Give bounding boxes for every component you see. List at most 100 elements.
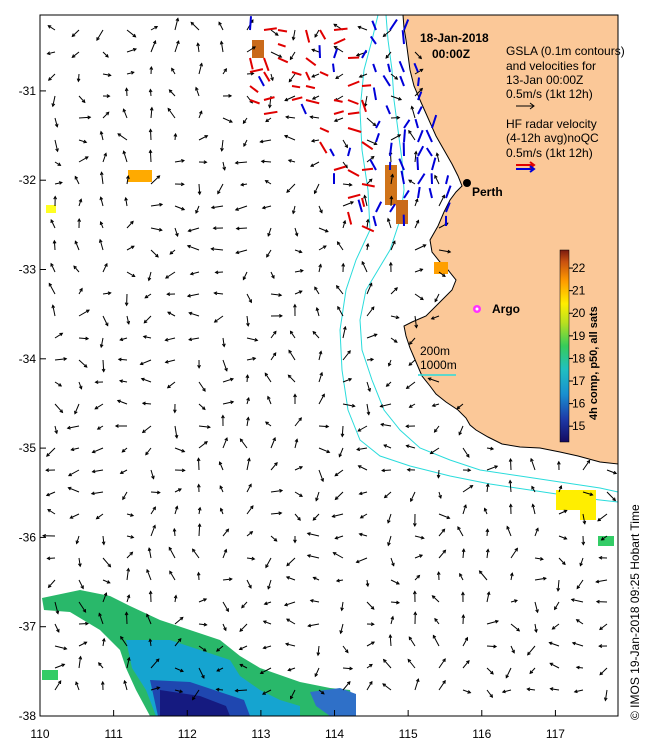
legend-gsla-3: 13-Jan 00:00Z (506, 73, 583, 87)
gsla-arrow-head (74, 175, 79, 180)
gsla-arrow-head (299, 493, 303, 497)
gsla-arrow (486, 620, 499, 625)
gsla-arrow-head (148, 149, 153, 154)
plot-frame (39, 14, 619, 717)
gsla-arrow (92, 447, 104, 453)
gsla-arrow (198, 524, 201, 537)
gsla-arrow-head (225, 528, 230, 533)
gsla-arrow (126, 175, 129, 185)
gsla-arrow-head (456, 405, 461, 410)
hf-radar-arrow (347, 193, 361, 199)
gsla-arrow-head (246, 397, 250, 402)
hf-radar-arrow (347, 147, 352, 157)
gsla-arrow (53, 240, 56, 251)
gsla-arrow-head (166, 292, 171, 297)
gsla-arrow (314, 286, 320, 295)
gsla-arrow (438, 528, 445, 537)
gsla-arrow-head (152, 506, 156, 511)
gsla-arrow-head (81, 99, 86, 104)
gsla-arrow-head (78, 563, 82, 568)
gsla-arrow-head (406, 467, 411, 472)
gsla-arrow (390, 196, 392, 207)
hf-radar-arrow (263, 110, 278, 115)
gsla-arrow-head (469, 485, 474, 489)
gsla-arrow-head (213, 319, 218, 323)
gsla-arrow (235, 161, 248, 164)
gsla-arrow (387, 535, 392, 546)
gsla-arrow-head (83, 641, 88, 645)
gsla-arrow (414, 68, 423, 75)
gsla-arrow (458, 425, 464, 435)
gsla-arrow (142, 425, 152, 433)
gsla-arrow-head (506, 525, 510, 530)
gsla-arrow-head (563, 509, 568, 514)
credit-text: © IMOS 19-Jan-2018 09:25 Hobart Time (628, 504, 642, 720)
gsla-arrow-head (344, 649, 349, 654)
gsla-arrow-head (98, 238, 103, 243)
gsla-arrow (262, 205, 272, 209)
x-axis: 110 111 112 113 114 115 116 117 (30, 710, 565, 741)
hf-radar-arrow (333, 37, 346, 45)
gsla-arrow (262, 689, 272, 695)
gsla-arrow-head (106, 580, 111, 584)
gsla-arrow (336, 285, 344, 295)
gsla-arrow (390, 557, 395, 566)
isobath-200m (359, 14, 619, 493)
gsla-arrow-head (148, 590, 153, 595)
hf-radar-arrow (347, 56, 360, 59)
gsla-arrow (68, 487, 80, 493)
gsla-arrow (261, 160, 272, 163)
gsla-arrow (333, 552, 344, 559)
gsla-arrow-head (383, 494, 388, 499)
gsla-arrow (192, 689, 200, 700)
gsla-arrow-head (434, 174, 438, 179)
gsla-arrow (126, 71, 134, 75)
gsla-arrow (174, 689, 183, 693)
gsla-arrow (340, 623, 344, 634)
gsla-arrow (222, 601, 229, 612)
x-tick-label: 111 (105, 727, 124, 741)
gsla-arrow (70, 513, 80, 519)
gsla-arrow-head (228, 119, 233, 123)
gsla-arrow-head (431, 403, 436, 407)
gsla-arrow-head (582, 520, 587, 525)
hf-radar-arrow (249, 57, 254, 70)
gsla-arrow-head (187, 228, 192, 233)
gsla-arrow-head (291, 36, 296, 41)
gsla-arrow (126, 221, 134, 229)
gsla-arrow-head (165, 275, 169, 279)
gsla-arrow-head (246, 322, 250, 327)
gsla-arrow-head (576, 585, 581, 590)
gsla-arrow (171, 68, 176, 75)
gsla-arrow-head (45, 492, 50, 497)
gsla-arrow-head (99, 171, 104, 176)
gsla-arrow-head (575, 665, 580, 670)
gsla-arrow-head (294, 438, 299, 443)
gsla-arrow-head (379, 404, 384, 408)
gsla-arrow-head (413, 150, 418, 155)
gsla-arrow-head (147, 277, 152, 282)
gsla-arrow-head (306, 554, 311, 558)
gsla-arrow-head (126, 567, 131, 572)
gsla-arrow-head (289, 330, 294, 335)
gsla-arrow (342, 350, 351, 361)
gsla-arrow-head (485, 548, 490, 553)
y-tick-label: -37 (19, 620, 37, 634)
gsla-arrow-head (389, 195, 394, 200)
hf-radar-arrow (333, 110, 344, 115)
gsla-arrow (78, 381, 82, 389)
gsla-arrow-head (264, 372, 269, 377)
gsla-arrow-head (47, 584, 52, 589)
gsla-arrow (145, 447, 152, 456)
gsla-arrow (150, 491, 160, 494)
gsla-arrow-head (306, 532, 311, 536)
gsla-arrow-head (107, 73, 112, 77)
gsla-arrow (246, 505, 254, 515)
gsla-arrow (54, 381, 62, 387)
gsla-arrow-head (350, 201, 355, 205)
gsla-arrow-head (436, 474, 441, 479)
gsla-arrow-head (54, 123, 59, 128)
gsla-arrow (150, 687, 160, 691)
gsla-arrow (406, 381, 416, 389)
